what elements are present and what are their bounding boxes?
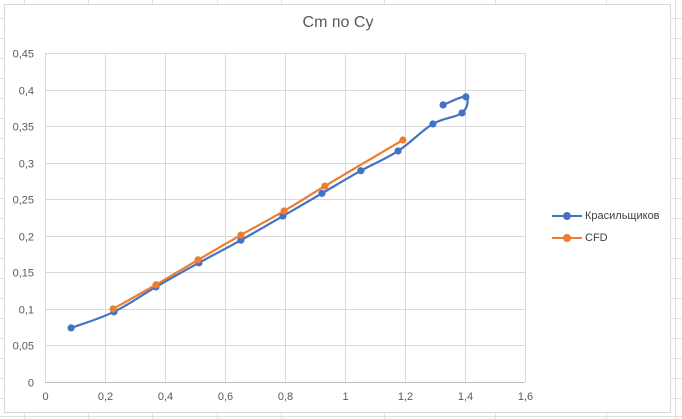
- y-tick-label: 0,2: [19, 232, 34, 244]
- y-tick-label: 0,35: [13, 122, 34, 134]
- data-point-marker[interactable]: [280, 207, 288, 215]
- y-tick-label: 0,05: [13, 341, 34, 353]
- legend-label: CFD: [585, 232, 608, 244]
- chart-title: Cm по Cy: [302, 14, 374, 31]
- chart-container[interactable]: [4, 4, 671, 413]
- legend-swatch-blue-icon: [552, 211, 582, 221]
- y-tick-label: 0,15: [13, 268, 34, 280]
- x-tick-label: 1,6: [518, 391, 533, 403]
- y-tick-label: 0: [28, 378, 34, 390]
- data-point-marker[interactable]: [237, 231, 245, 239]
- data-point-marker[interactable]: [394, 147, 402, 155]
- legend-item-cfd[interactable]: CFD: [552, 227, 660, 249]
- data-point-marker[interactable]: [237, 236, 245, 244]
- data-point-marker[interactable]: [462, 93, 470, 101]
- y-tick-label: 0,3: [19, 159, 34, 171]
- data-point-marker[interactable]: [429, 120, 437, 128]
- x-tick-label: 1,2: [398, 391, 413, 403]
- data-point-marker[interactable]: [458, 109, 466, 117]
- x-tick-label: 0,8: [278, 391, 293, 403]
- x-tick-label: 0,6: [218, 391, 233, 403]
- axis-tick-labels: 0 0,05 0,1 0,15 0,2 0,25 0,3 0,35 0,4 0,45 0 0,2 0,4…: [13, 49, 534, 404]
- y-tick-label: 0,4: [19, 86, 34, 98]
- y-tick-label: 0,1: [19, 305, 34, 317]
- legend-swatch-orange-icon: [552, 233, 582, 243]
- y-tick-label: 0,45: [13, 49, 34, 61]
- series-krasilshchikov[interactable]: [67, 93, 470, 332]
- x-tick-label: 1: [342, 391, 348, 403]
- x-tick-label: 0: [42, 391, 48, 403]
- data-point-marker[interactable]: [321, 182, 329, 190]
- series-layer: [67, 93, 470, 332]
- x-tick-label: 0,2: [98, 391, 113, 403]
- y-tick-label: 0,25: [13, 195, 34, 207]
- data-point-marker[interactable]: [439, 101, 447, 109]
- legend[interactable]: Красильщиков CFD: [552, 205, 660, 249]
- data-point-marker[interactable]: [194, 256, 202, 264]
- x-tick-label: 1,4: [458, 391, 473, 403]
- legend-item-krasilshchikov[interactable]: Красильщиков: [552, 205, 660, 227]
- legend-label: Красильщиков: [585, 210, 660, 222]
- data-point-marker[interactable]: [152, 281, 160, 289]
- data-point-marker[interactable]: [318, 189, 326, 197]
- series-cfd[interactable]: [109, 136, 407, 313]
- data-point-marker[interactable]: [109, 305, 117, 313]
- data-point-marker[interactable]: [67, 324, 75, 332]
- data-point-marker[interactable]: [357, 167, 365, 175]
- data-point-marker[interactable]: [399, 136, 407, 144]
- x-tick-label: 0,4: [158, 391, 173, 403]
